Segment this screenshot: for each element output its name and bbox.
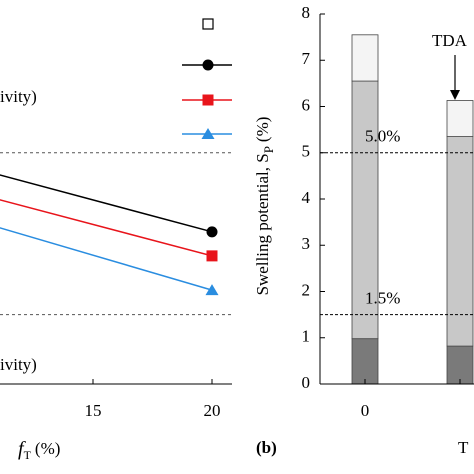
x-label-main: f [18, 438, 26, 460]
y-label-unit: (%) [253, 117, 272, 142]
series-line [0, 227, 213, 291]
annotation: TDA [432, 31, 468, 50]
bar-segment [351, 80, 379, 340]
arrow-head [450, 90, 460, 100]
marker [202, 18, 214, 30]
annotation: ivity) [0, 355, 37, 374]
y-tick-label: 1 [302, 327, 311, 346]
marker [202, 59, 214, 71]
panel-label: (b) [256, 438, 277, 457]
x-tick-label: 20 [204, 401, 221, 420]
series-line [0, 174, 213, 233]
y-tick-label: 8 [302, 3, 311, 22]
y-tick-label: 2 [302, 280, 311, 299]
x-tick-label: 0 [361, 401, 370, 420]
x-axis-label: T [458, 438, 469, 457]
marker [206, 250, 218, 262]
legend-label: Control [244, 13, 296, 32]
right-panel: 0 1 2 3 4 5 6 7 8 0 5.0% 1.5% TDA Swelling potential,… [253, 3, 474, 457]
legend-label: TDA-F [244, 54, 294, 73]
y-label-sub: P [261, 146, 276, 153]
legend-label: TDA-M [244, 89, 300, 108]
y-axis-label: Swelling potential, SP (%) [253, 117, 276, 296]
bar-segment [446, 100, 474, 137]
marker [201, 128, 215, 139]
x-tick-label: 15 [85, 401, 102, 420]
bar-segment [351, 34, 379, 82]
y-tick-label: 0 [302, 373, 311, 392]
bar-segment [351, 338, 379, 385]
y-tick-label: 4 [302, 188, 311, 207]
x-label-sub: T [24, 448, 32, 462]
y-tick-label: 5 [302, 142, 311, 161]
y-label-main: Swelling potential, S [253, 153, 272, 295]
bar-segment [446, 345, 474, 385]
marker [206, 226, 218, 238]
marker [205, 284, 219, 296]
x-axis-label: fT (%) [18, 438, 60, 462]
reference-label: 1.5% [365, 289, 400, 308]
annotation: ivity) [0, 87, 37, 106]
y-tick-label: 6 [302, 95, 311, 114]
marker [202, 94, 214, 106]
x-label-unit: (%) [35, 439, 60, 458]
reference-label: 5.0% [365, 127, 400, 146]
y-tick-label: 7 [302, 49, 311, 68]
series-line [0, 199, 213, 257]
y-tick-label: 3 [302, 234, 311, 253]
